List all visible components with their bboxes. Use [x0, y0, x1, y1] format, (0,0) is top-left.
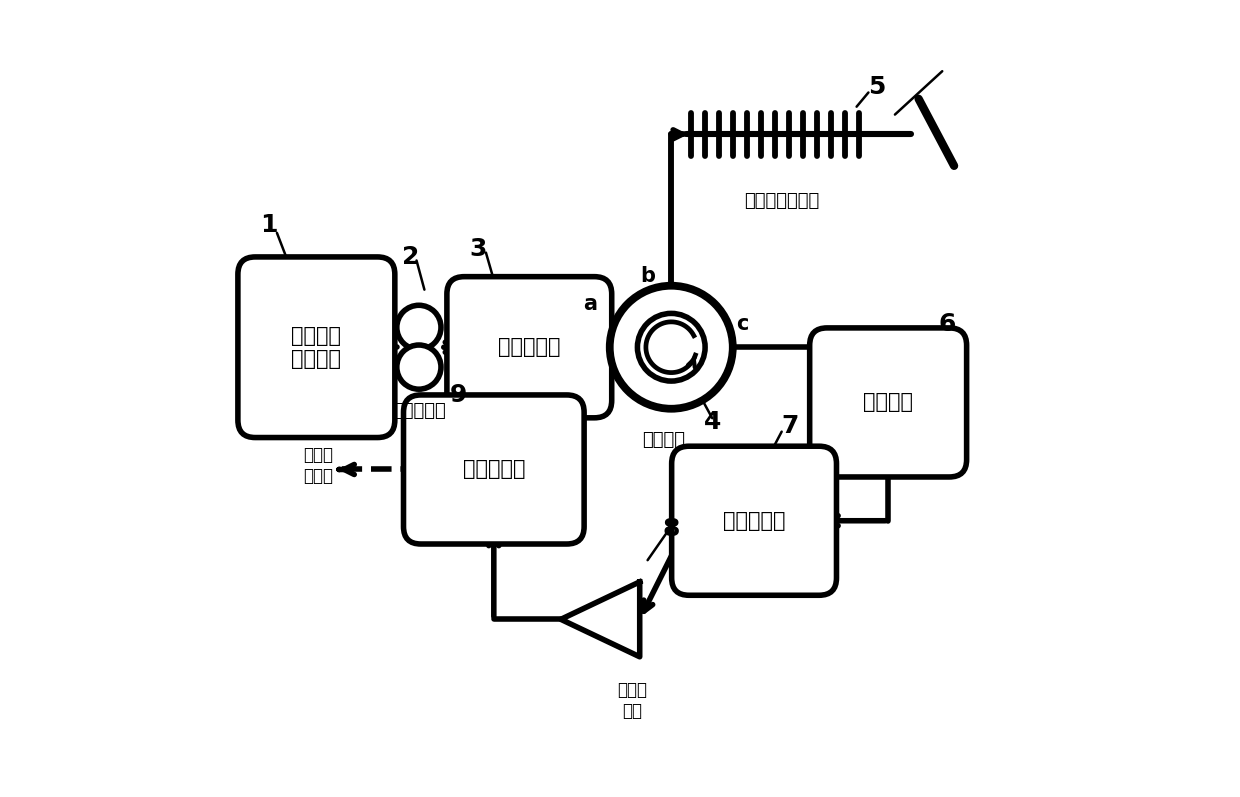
Text: 5: 5 — [868, 75, 885, 99]
FancyBboxPatch shape — [238, 257, 394, 438]
Text: 1: 1 — [260, 213, 278, 237]
Text: 6: 6 — [939, 312, 956, 336]
FancyBboxPatch shape — [672, 446, 837, 595]
FancyBboxPatch shape — [810, 328, 967, 477]
Text: 9: 9 — [450, 383, 467, 406]
Text: 微波信
号输出: 微波信 号输出 — [304, 446, 334, 485]
Text: 微波放
大器: 微波放 大器 — [616, 681, 647, 720]
Text: 偏振控制器: 偏振控制器 — [392, 402, 445, 420]
Text: 相位调制器: 相位调制器 — [498, 337, 560, 357]
Text: 2: 2 — [402, 245, 419, 269]
FancyBboxPatch shape — [403, 395, 584, 544]
Polygon shape — [560, 582, 640, 657]
Text: 7: 7 — [781, 414, 799, 438]
Text: b: b — [640, 266, 655, 286]
Circle shape — [610, 285, 733, 409]
Circle shape — [397, 345, 441, 389]
Text: 光环形器: 光环形器 — [642, 431, 684, 450]
Text: 3: 3 — [470, 237, 487, 261]
Text: 微波耦合器: 微波耦合器 — [463, 460, 525, 480]
Circle shape — [397, 305, 441, 349]
Text: c: c — [737, 313, 749, 334]
Text: 波长可调
谐激光器: 波长可调 谐激光器 — [291, 326, 341, 369]
Text: 光放大器: 光放大器 — [863, 392, 913, 412]
Text: 双相移光纤光栅: 双相移光纤光栅 — [744, 192, 820, 210]
Text: 4: 4 — [704, 410, 722, 434]
Text: 光电探测器: 光电探测器 — [723, 511, 785, 531]
Circle shape — [637, 313, 706, 381]
FancyBboxPatch shape — [446, 277, 611, 418]
Text: a: a — [583, 294, 596, 314]
Text: 8: 8 — [662, 516, 680, 540]
